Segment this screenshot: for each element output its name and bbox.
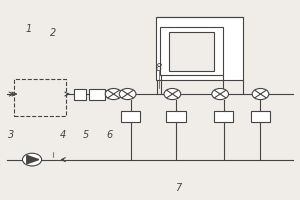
Bar [214,111,233,122]
Text: 7: 7 [175,183,182,193]
Bar [156,17,243,80]
Bar [160,27,223,75]
Text: 6: 6 [106,130,113,140]
Bar [89,89,105,100]
Text: 3: 3 [8,130,14,140]
Text: 4: 4 [60,130,67,140]
Polygon shape [27,155,39,164]
Bar [14,79,66,116]
Bar [251,111,270,122]
Bar [166,111,186,122]
Text: 2: 2 [50,28,56,38]
Circle shape [105,88,122,100]
Circle shape [252,88,269,100]
Text: 1: 1 [26,24,32,34]
Circle shape [212,88,229,100]
Text: 8: 8 [156,63,162,73]
Circle shape [22,153,42,166]
Circle shape [164,88,181,100]
Circle shape [119,88,136,100]
Bar [121,111,140,122]
Bar [169,32,214,71]
Text: 5: 5 [83,130,89,140]
Bar [74,89,86,100]
